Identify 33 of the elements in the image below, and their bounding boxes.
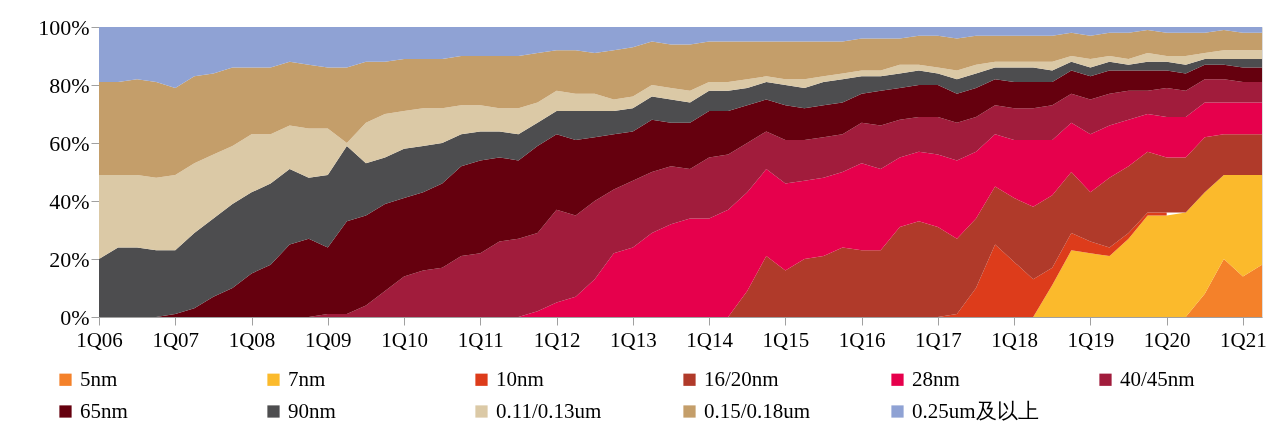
legend-label: 5nm [80, 366, 118, 391]
legend-label: 7nm [288, 366, 326, 391]
legend-label: 16/20nm [704, 366, 779, 391]
x-tick-label: 1Q19 [1067, 327, 1115, 352]
y-tick-label: 80% [49, 72, 90, 98]
x-tick-label: 1Q17 [915, 327, 962, 352]
legend-label: 28nm [912, 366, 960, 391]
x-tick-label: 1Q21 [1220, 327, 1267, 352]
x-tick-label: 1Q10 [381, 327, 428, 352]
x-tick-label: 1Q07 [152, 327, 200, 352]
x-tick-label: 1Q18 [991, 327, 1038, 352]
legend-label: 0.11/0.13um [496, 398, 602, 423]
x-tick-label: 1Q20 [1143, 327, 1191, 352]
x-tick-label: 1Q12 [533, 327, 581, 352]
legend-label: 90nm [288, 398, 336, 423]
legend-label: 0.15/0.18um [704, 398, 811, 423]
x-tick-label: 1Q11 [457, 327, 504, 352]
legend-label: 10nm [496, 366, 544, 391]
x-tick-label: 1Q09 [304, 327, 352, 352]
x-tick-label: 1Q14 [686, 327, 734, 352]
y-tick-label: 100% [38, 14, 90, 40]
y-tick-label: 40% [49, 188, 90, 214]
y-tick-label: 20% [49, 246, 90, 272]
y-tick-label: 0% [60, 304, 90, 330]
x-tick-label: 1Q13 [610, 327, 657, 352]
x-tick-label: 1Q15 [762, 327, 810, 352]
legend-label: 65nm [80, 398, 128, 423]
x-tick-label: 1Q06 [76, 327, 123, 352]
legend-label: 40/45nm [1120, 366, 1195, 391]
x-tick-label: 1Q08 [228, 327, 276, 352]
y-tick-label: 60% [49, 130, 90, 156]
legend-label: 0.25um及以上 [912, 398, 1039, 423]
x-tick-label: 1Q16 [838, 327, 886, 352]
